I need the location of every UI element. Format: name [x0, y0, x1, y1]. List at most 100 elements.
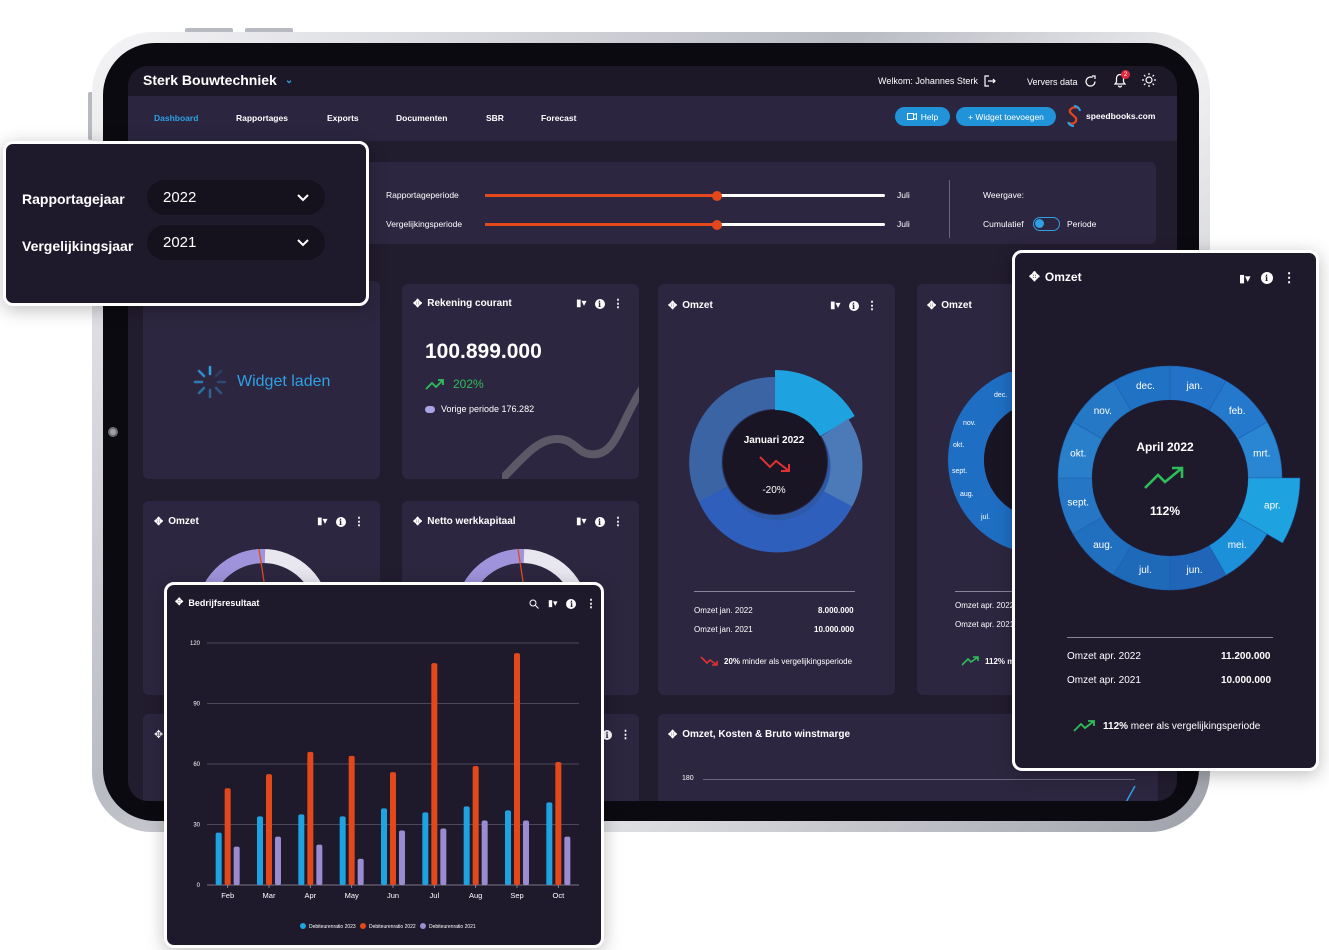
bar[interactable] — [266, 774, 272, 885]
axis-tick: 180 — [682, 775, 694, 782]
info-icon[interactable]: i — [848, 300, 859, 311]
widget-header: ✥ Netto werkkapitaal — [413, 515, 516, 528]
month-label: okt. — [1070, 448, 1086, 459]
nav-forecast[interactable]: Forecast — [541, 113, 577, 123]
drag-handle-icon[interactable]: ✥ — [413, 516, 423, 528]
bar[interactable] — [348, 755, 355, 885]
report-year-select[interactable]: 2022 — [147, 180, 325, 215]
bar[interactable] — [472, 766, 479, 885]
bar[interactable] — [564, 836, 571, 885]
bar[interactable] — [440, 828, 447, 885]
info-icon[interactable]: i — [594, 516, 605, 527]
help-label: Help — [920, 111, 939, 122]
report-period-slider[interactable] — [485, 190, 885, 201]
company-selector[interactable]: Sterk Bouwtechniek ⌄ — [143, 72, 293, 88]
report-period-handle[interactable] — [712, 190, 722, 201]
legend-marker[interactable] — [420, 923, 426, 929]
bar[interactable] — [215, 832, 222, 885]
zoom-icon[interactable] — [529, 599, 539, 609]
drag-handle-icon[interactable]: ✥ — [668, 729, 678, 741]
drag-handle-icon[interactable]: ✥ — [668, 300, 678, 312]
nav-exports[interactable]: Exports — [327, 113, 359, 123]
trend-up-icon — [1073, 720, 1095, 732]
chart-type-icon[interactable]: ▮▾ — [548, 598, 558, 608]
bar[interactable] — [233, 846, 240, 885]
info-icon[interactable]: i — [1260, 272, 1273, 284]
more-options-icon[interactable]: ⋮ — [620, 729, 631, 741]
bar[interactable] — [390, 772, 396, 885]
chart-type-icon[interactable]: ▮▾ — [576, 516, 587, 527]
user-welcome: Welkom: Johannes Sterk — [878, 75, 996, 87]
bar[interactable] — [399, 830, 405, 885]
bar[interactable] — [514, 653, 520, 885]
chart-type-icon[interactable]: ▮▾ — [317, 516, 328, 527]
bar[interactable] — [546, 802, 553, 885]
bar[interactable] — [316, 844, 323, 885]
toggle-cumulative-label: Cumulatief — [983, 219, 1024, 229]
bedrijfsresultaat-bar-chart: 0 30 60 90 120 Feb Mar Apr May Jun Jul Aug Sep Oct Deb… — [190, 641, 579, 930]
drag-handle-icon[interactable]: ✥ — [927, 300, 937, 312]
add-widget-button[interactable]: + Widget toevoegen — [956, 107, 1056, 126]
bar[interactable] — [257, 816, 263, 885]
help-button[interactable]: Help — [895, 107, 950, 126]
top-bar: Sterk Bouwtechniek ⌄ Welkom: Johannes St… — [128, 66, 1177, 96]
drag-handle-icon[interactable]: ✥ — [154, 516, 164, 528]
x-tick-label: Apr — [304, 891, 316, 900]
bar[interactable] — [523, 820, 529, 885]
bar[interactable] — [422, 812, 429, 885]
year-selector-popup: Rapportagejaar 2022 Vergelijkingsjaar 20… — [3, 141, 369, 306]
bar[interactable] — [381, 808, 387, 885]
bar[interactable] — [357, 858, 364, 885]
compare-period-handle[interactable] — [712, 219, 722, 230]
logout-icon[interactable] — [984, 75, 996, 87]
bar[interactable] — [463, 806, 470, 885]
info-icon[interactable]: i — [602, 729, 612, 740]
info-icon[interactable]: i — [594, 298, 605, 309]
bar[interactable] — [307, 751, 314, 885]
info-icon[interactable]: i — [335, 516, 346, 527]
compare-period-slider[interactable] — [485, 219, 885, 230]
more-options-icon[interactable]: ⋮ — [353, 516, 365, 528]
more-options-icon[interactable]: ⋮ — [1282, 270, 1296, 285]
refresh-data[interactable]: Ververs data — [1027, 75, 1097, 88]
row-label: Omzet apr. 2021 — [955, 620, 1015, 629]
drag-handle-icon[interactable]: ✥ — [1029, 269, 1040, 284]
drag-handle-icon[interactable]: ✥ — [413, 298, 423, 310]
bar[interactable] — [339, 816, 346, 885]
speedbooks-logo-icon — [1067, 104, 1081, 127]
bar[interactable] — [481, 820, 488, 885]
more-options-icon[interactable]: ⋮ — [866, 300, 878, 312]
month-label: aug. — [960, 491, 974, 498]
chart-type-icon[interactable]: ▮▾ — [1239, 272, 1251, 285]
legend-marker[interactable] — [360, 923, 366, 929]
view-toggle[interactable] — [1033, 217, 1060, 231]
nav-sbr[interactable]: SBR — [486, 113, 504, 123]
more-options-icon[interactable]: ⋮ — [585, 598, 597, 610]
bar[interactable] — [224, 788, 231, 885]
brand-name: speedbooks.com — [1086, 111, 1156, 121]
theme-sun-icon[interactable] — [1142, 73, 1156, 87]
bar[interactable] — [275, 836, 281, 885]
report-year-label: Rapportagejaar — [22, 191, 125, 207]
volume-button — [245, 28, 293, 33]
bar[interactable] — [555, 761, 562, 885]
chart-type-icon[interactable]: ▮▾ — [576, 298, 587, 309]
loading-text: Widget laden — [237, 373, 331, 390]
bedrijfsresultaat-popup: ✥ Bedrijfsresultaat ▮▾ i ⋮ 0 30 60 90 120 Feb… — [164, 582, 604, 948]
more-options-icon[interactable]: ⋮ — [612, 298, 624, 310]
legend-marker[interactable] — [300, 923, 306, 929]
bar[interactable] — [431, 663, 438, 885]
drag-handle-icon[interactable]: ✥ — [154, 729, 164, 741]
nav-documenten[interactable]: Documenten — [396, 113, 448, 123]
donut-center-label: Januari 2022 — [743, 435, 805, 446]
notifications-button[interactable]: 2 — [1113, 70, 1130, 93]
compare-year-select[interactable]: 2021 — [147, 225, 325, 260]
drag-handle-icon[interactable]: ✥ — [175, 597, 184, 608]
bar[interactable] — [298, 814, 305, 885]
nav-dashboard[interactable]: Dashboard — [154, 113, 199, 123]
nav-rapportages[interactable]: Rapportages — [236, 113, 288, 123]
more-options-icon[interactable]: ⋮ — [612, 516, 624, 528]
info-icon[interactable]: i — [566, 598, 577, 609]
chart-type-icon[interactable]: ▮▾ — [830, 300, 841, 311]
bar[interactable] — [505, 810, 511, 885]
